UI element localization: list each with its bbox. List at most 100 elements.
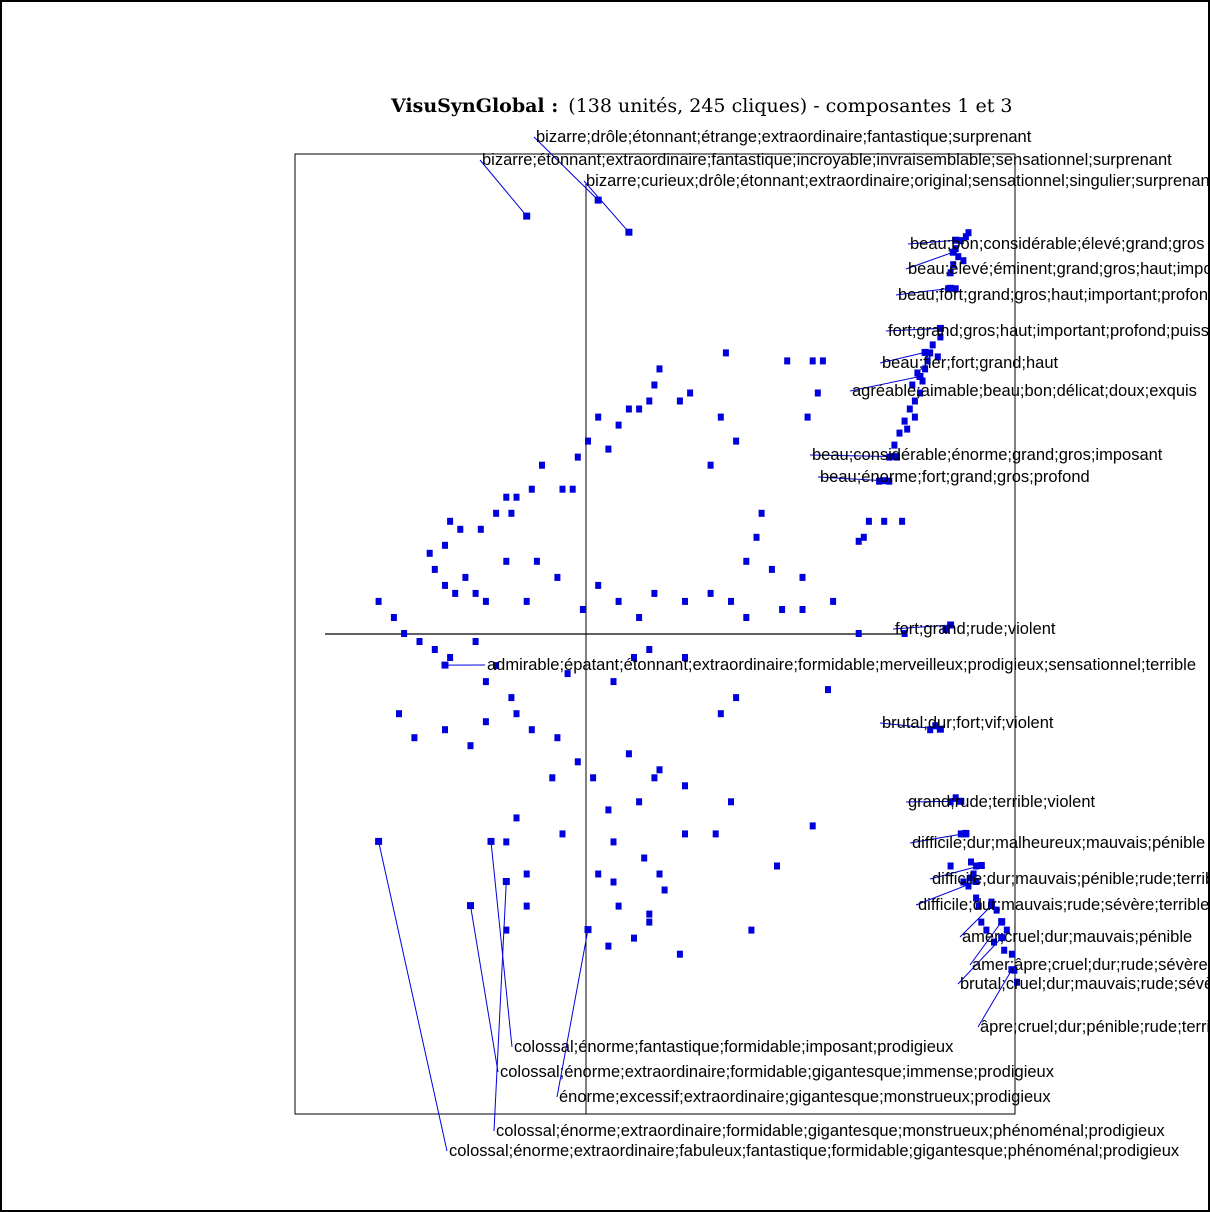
labeled-point — [880, 477, 888, 485]
data-point — [927, 726, 934, 734]
data-point — [564, 670, 571, 678]
leader-line — [493, 881, 507, 1132]
data-point — [574, 758, 581, 766]
leader-line — [378, 841, 448, 1152]
data-point — [768, 565, 775, 573]
labeled-point — [936, 725, 944, 733]
data-point — [947, 862, 954, 870]
data-point — [523, 870, 530, 878]
data-point — [595, 581, 602, 589]
data-point — [472, 638, 479, 645]
data-point — [493, 662, 500, 670]
data-point — [983, 926, 990, 934]
data-point — [965, 882, 972, 890]
leader-line — [905, 251, 954, 270]
data-point — [937, 333, 944, 341]
data-point — [748, 926, 755, 934]
data-point — [991, 938, 997, 946]
leader-line — [885, 327, 941, 332]
data-point — [929, 341, 936, 349]
point-labels: bizarre;drôle;étonnant;étrange;extraordi… — [449, 128, 1208, 1160]
labeled-point — [947, 284, 955, 292]
data-point — [579, 606, 586, 613]
leader-line — [907, 239, 956, 245]
labeled-point — [441, 661, 449, 669]
point-label: bizarre;curieux;drôle;étonnant;extraordi… — [586, 172, 1208, 190]
data-point — [758, 509, 765, 517]
data-point — [753, 533, 760, 541]
data-point — [717, 413, 724, 421]
data-point — [855, 630, 862, 637]
labeled-point — [890, 453, 898, 461]
labeled-point — [584, 926, 592, 934]
labeled-point — [998, 934, 1006, 942]
data-point — [919, 377, 926, 385]
labeled-point — [957, 797, 965, 805]
data-point — [651, 774, 658, 782]
data-point — [656, 870, 663, 878]
labeled-point — [502, 878, 510, 885]
data-point — [590, 774, 597, 782]
data-point — [574, 453, 581, 461]
data-point — [462, 573, 469, 581]
data-point — [955, 253, 962, 261]
data-point — [493, 509, 500, 517]
chart-subtitle: (138 unités, 245 cliques) - composantes … — [568, 95, 1012, 117]
point-label: fort;grand;rude;violent — [895, 620, 1056, 638]
data-point — [615, 597, 622, 605]
labeled-point — [523, 212, 531, 220]
data-point — [804, 413, 811, 421]
data-point — [1008, 950, 1015, 958]
leader-line — [809, 454, 895, 458]
point-label: beau;bon;considérable;élevé;grand;gros — [910, 235, 1204, 253]
leader-line — [969, 921, 1003, 966]
data-point — [728, 798, 734, 806]
data-point — [636, 405, 643, 413]
data-point — [922, 365, 929, 373]
leader-line — [556, 929, 589, 1098]
plot-box — [294, 153, 1016, 1115]
data-point — [733, 437, 740, 445]
data-point — [656, 365, 663, 373]
labeled-point — [988, 902, 995, 910]
data-point — [934, 353, 941, 361]
data-point — [743, 557, 750, 565]
labeled-point — [952, 236, 960, 244]
data-point — [442, 726, 448, 734]
data-point — [917, 389, 923, 397]
data-point — [743, 614, 750, 621]
data-point — [431, 646, 438, 653]
data-point — [646, 910, 653, 918]
data-point — [636, 614, 643, 621]
data-point — [901, 417, 908, 425]
data-point — [467, 742, 474, 750]
chart-title-main: VisuSynGlobal : — [390, 95, 558, 117]
point-label: beau;élevé;éminent;grand;gros;haut;impor… — [908, 260, 1208, 278]
data-point — [733, 694, 740, 702]
data-point — [891, 441, 898, 449]
data-point — [682, 654, 688, 661]
data-point — [947, 269, 954, 277]
data-point — [539, 461, 545, 469]
data-point — [559, 830, 566, 838]
data-point — [774, 862, 780, 870]
data-point — [631, 934, 637, 942]
data-point — [651, 589, 658, 597]
data-point — [503, 557, 510, 565]
data-point — [508, 509, 515, 517]
data-point — [676, 397, 683, 405]
data-point — [809, 357, 816, 365]
leader-line — [479, 159, 528, 217]
point-label: beau;considérable;énorme;grand;gros;impo… — [812, 446, 1163, 464]
data-point — [569, 485, 576, 493]
data-point — [865, 517, 872, 525]
data-point — [1014, 978, 1020, 986]
data-point — [442, 581, 448, 589]
data-point — [585, 437, 591, 445]
data-points — [375, 196, 1020, 986]
data-point — [927, 349, 934, 357]
data-point — [503, 838, 510, 846]
data-point — [911, 397, 918, 405]
point-label: beau;fort;grand;gros;haut;important;prof… — [898, 286, 1208, 304]
data-point — [482, 678, 489, 686]
